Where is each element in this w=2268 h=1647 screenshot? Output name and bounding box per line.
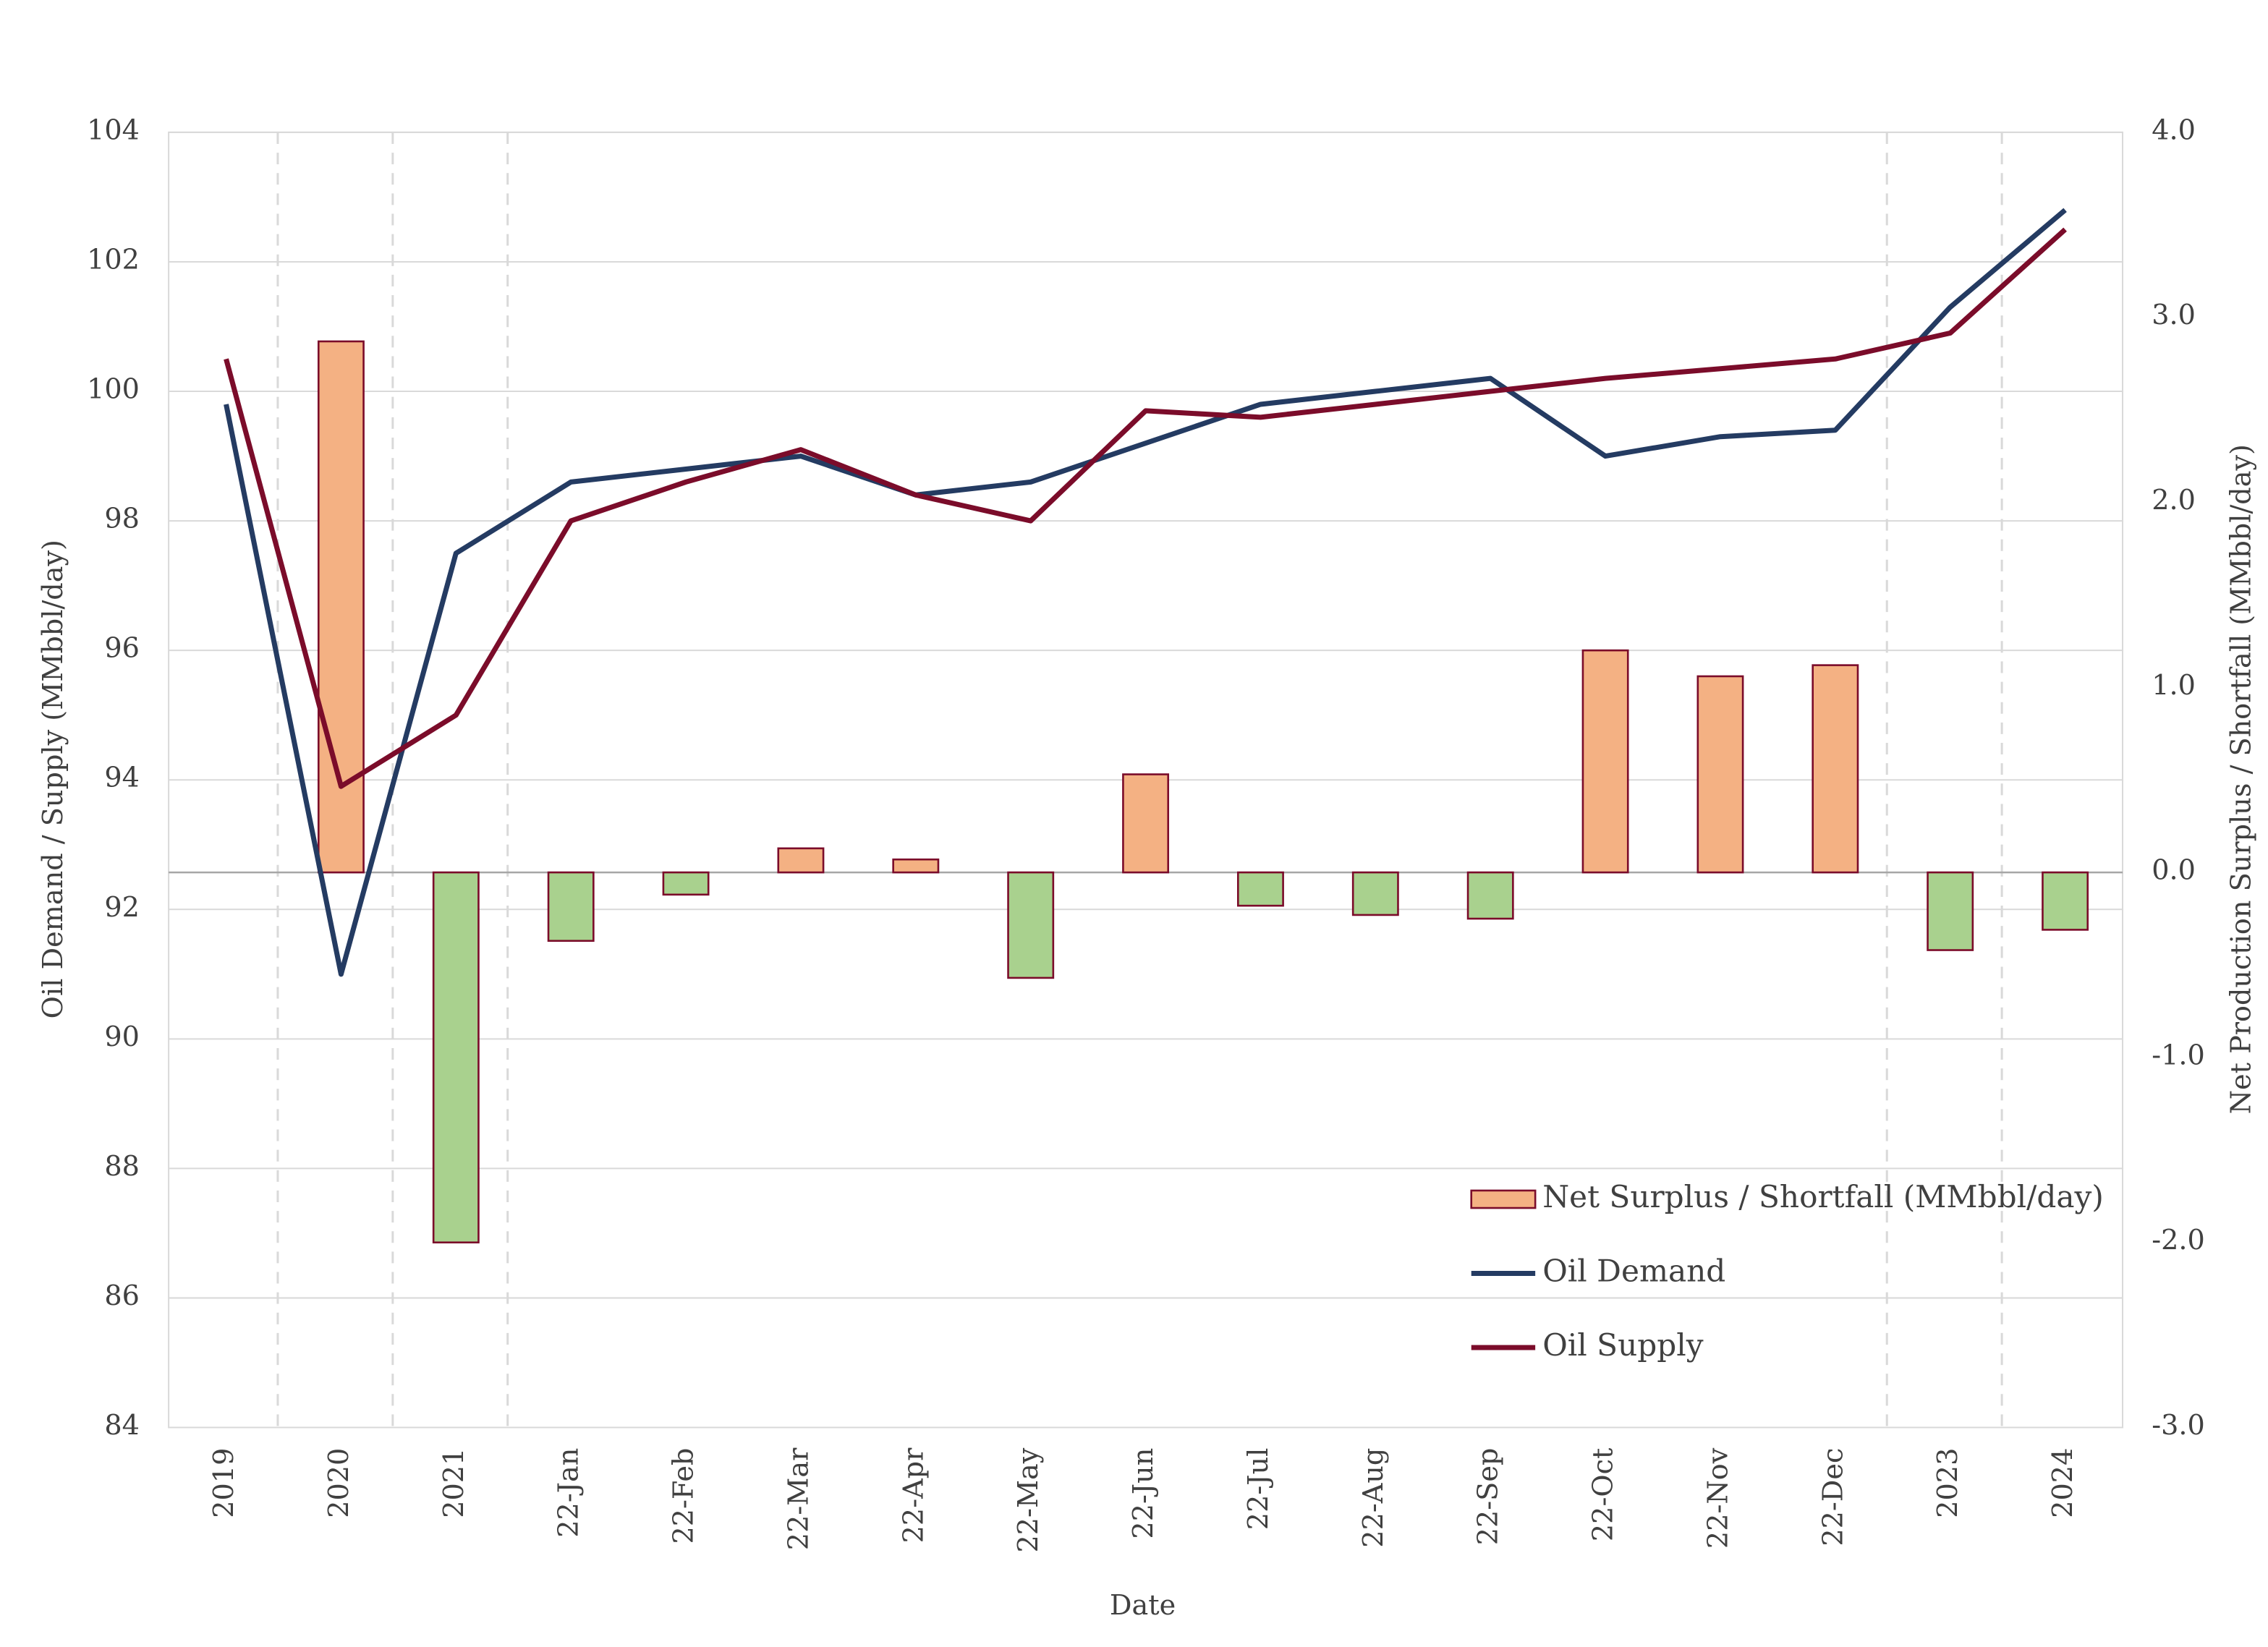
x-tick-label: 22-May	[1013, 1447, 1045, 1552]
x-tick-label: 2021	[438, 1448, 470, 1518]
bar	[317, 340, 365, 874]
x-tick-label: 2020	[323, 1448, 355, 1518]
y2-tick-label: 1.0	[2152, 670, 2196, 702]
y-tick-label: 96	[104, 633, 140, 665]
x-tick-label: 2024	[2047, 1448, 2079, 1518]
bar	[2042, 871, 2089, 931]
x-tick-label: 2023	[1932, 1448, 1964, 1518]
y-tick-label: 92	[104, 892, 140, 924]
x-tick-label: 22-Aug	[1358, 1448, 1390, 1548]
bar	[1122, 773, 1170, 874]
y2-axis-title: Net Production Surplus / Shortfall (MMbb…	[2225, 444, 2257, 1114]
x-tick-label: 22-Sep	[1473, 1448, 1505, 1546]
y2-tick-label: 0.0	[2152, 855, 2196, 887]
bar	[1927, 871, 1974, 951]
x-tick-label: 22-Oct	[1588, 1447, 1620, 1541]
bar	[777, 847, 825, 874]
bar	[662, 871, 710, 896]
legend-label: Net Surplus / Shortfall (MMbbl/day)	[1542, 1179, 2104, 1214]
bar	[1236, 871, 1284, 907]
bar	[892, 858, 940, 874]
y-tick-label: 88	[104, 1151, 140, 1183]
y-tick-label: 84	[104, 1410, 140, 1442]
y-tick-label: 102	[87, 244, 140, 276]
y-tick-label: 100	[87, 374, 140, 406]
line	[224, 208, 2067, 977]
bar	[547, 871, 595, 942]
x-axis-title: Date	[1110, 1590, 1176, 1622]
legend-swatch	[1470, 1189, 1537, 1209]
y2-tick-label: 2.0	[2152, 485, 2196, 516]
legend-label: Oil Demand	[1542, 1253, 1725, 1288]
y-tick-label: 90	[104, 1021, 140, 1053]
x-tick-label: 2019	[208, 1448, 240, 1518]
x-tick-label: 22-Mar	[783, 1447, 815, 1550]
y-tick-label: 86	[104, 1280, 140, 1312]
x-tick-label: 22-Apr	[898, 1447, 930, 1543]
x-tick-label: 22-Dec	[1817, 1448, 1849, 1546]
x-tick-label: 22-Jun	[1128, 1448, 1160, 1539]
bar	[1007, 871, 1055, 979]
y-tick-label: 94	[104, 762, 140, 794]
x-tick-label: 22-Jan	[553, 1448, 585, 1538]
y-tick-label: 98	[104, 503, 140, 535]
y-axis-title: Oil Demand / Supply (MMbbl/day)	[38, 540, 69, 1018]
legend-label: Oil Supply	[1542, 1327, 1704, 1363]
y2-tick-label: -2.0	[2152, 1225, 2205, 1256]
bar	[432, 871, 480, 1244]
y2-tick-label: 3.0	[2152, 299, 2196, 331]
y2-tick-label: -3.0	[2152, 1410, 2205, 1442]
line	[224, 227, 2067, 789]
y2-tick-label: 4.0	[2152, 114, 2196, 146]
x-tick-label: 22-Jul	[1243, 1448, 1275, 1531]
bar	[1351, 871, 1399, 916]
bar	[1581, 649, 1629, 874]
y2-tick-label: -1.0	[2152, 1039, 2205, 1071]
bar	[1812, 664, 1859, 874]
x-tick-label: 22-Nov	[1702, 1447, 1734, 1549]
bar	[1696, 675, 1744, 874]
x-tick-label: 22-Feb	[668, 1448, 700, 1544]
y-tick-label: 104	[87, 114, 140, 146]
bar	[1466, 871, 1514, 920]
